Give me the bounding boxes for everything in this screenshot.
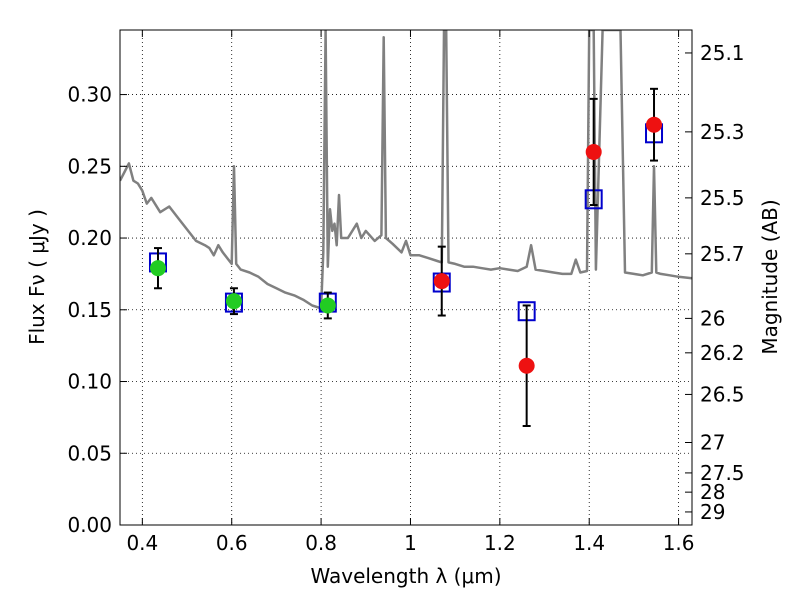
y2-axis-label: Magnitude (AB)	[758, 199, 782, 354]
infrared-data-point	[518, 357, 535, 374]
plot-frame	[119, 29, 693, 526]
y-tick-label: 0.00	[67, 513, 112, 537]
y2-tick-label: 27.5	[700, 461, 745, 485]
optical-data-point	[225, 293, 242, 310]
y2-tick-label: 29	[700, 500, 725, 524]
y2-tick-label: 26.2	[700, 341, 745, 365]
infrared-data-point	[433, 273, 450, 290]
x-tick-label: 1	[404, 531, 417, 555]
x-tick-label: 1.4	[573, 531, 605, 555]
axis-labels: Wavelength λ (μm) Flux Fν ( μJy ) Magnit…	[25, 199, 782, 588]
y-tick-label: 0.15	[67, 298, 112, 322]
y2-tick-label: 25.1	[700, 41, 745, 65]
infrared-data-point	[585, 143, 602, 160]
model-sed-line	[120, 30, 692, 310]
axes: 0.4 0.6 0.8 1 1.2 1.4 1.6 0.00 0.05 0.10 0.15 0.20 0…	[67, 29, 745, 555]
y-tick-label: 0.05	[67, 441, 112, 465]
y2-tick-label: 27	[700, 431, 725, 455]
y-tick-label: 0.10	[67, 370, 112, 394]
x-tick-label: 0.6	[216, 531, 248, 555]
optical-data-point	[149, 260, 166, 277]
y2-tick-label: 25.7	[700, 242, 745, 266]
y-tick-label: 0.25	[67, 154, 112, 178]
optical-data-point	[319, 297, 336, 314]
y-tick-label: 0.30	[67, 83, 112, 107]
y2-tick-label: 26.5	[700, 382, 745, 406]
y-axis-label: Flux Fν ( μJy )	[25, 209, 49, 345]
y2-tick-label: 25.5	[700, 186, 745, 210]
infrared-data-point	[646, 116, 663, 133]
y2-tick-label: 28	[700, 480, 725, 504]
y2-tick-label: 26	[700, 306, 725, 330]
x-tick-label: 0.4	[126, 531, 158, 555]
x-tick-label: 1.2	[484, 531, 516, 555]
x-tick-label: 1.6	[663, 531, 695, 555]
x-axis-label: Wavelength λ (μm)	[310, 564, 501, 588]
y-tick-label: 0.20	[67, 226, 112, 250]
y2-tick-label: 25.3	[700, 120, 745, 144]
x-tick-label: 0.8	[305, 531, 337, 555]
plot-area	[120, 30, 692, 427]
